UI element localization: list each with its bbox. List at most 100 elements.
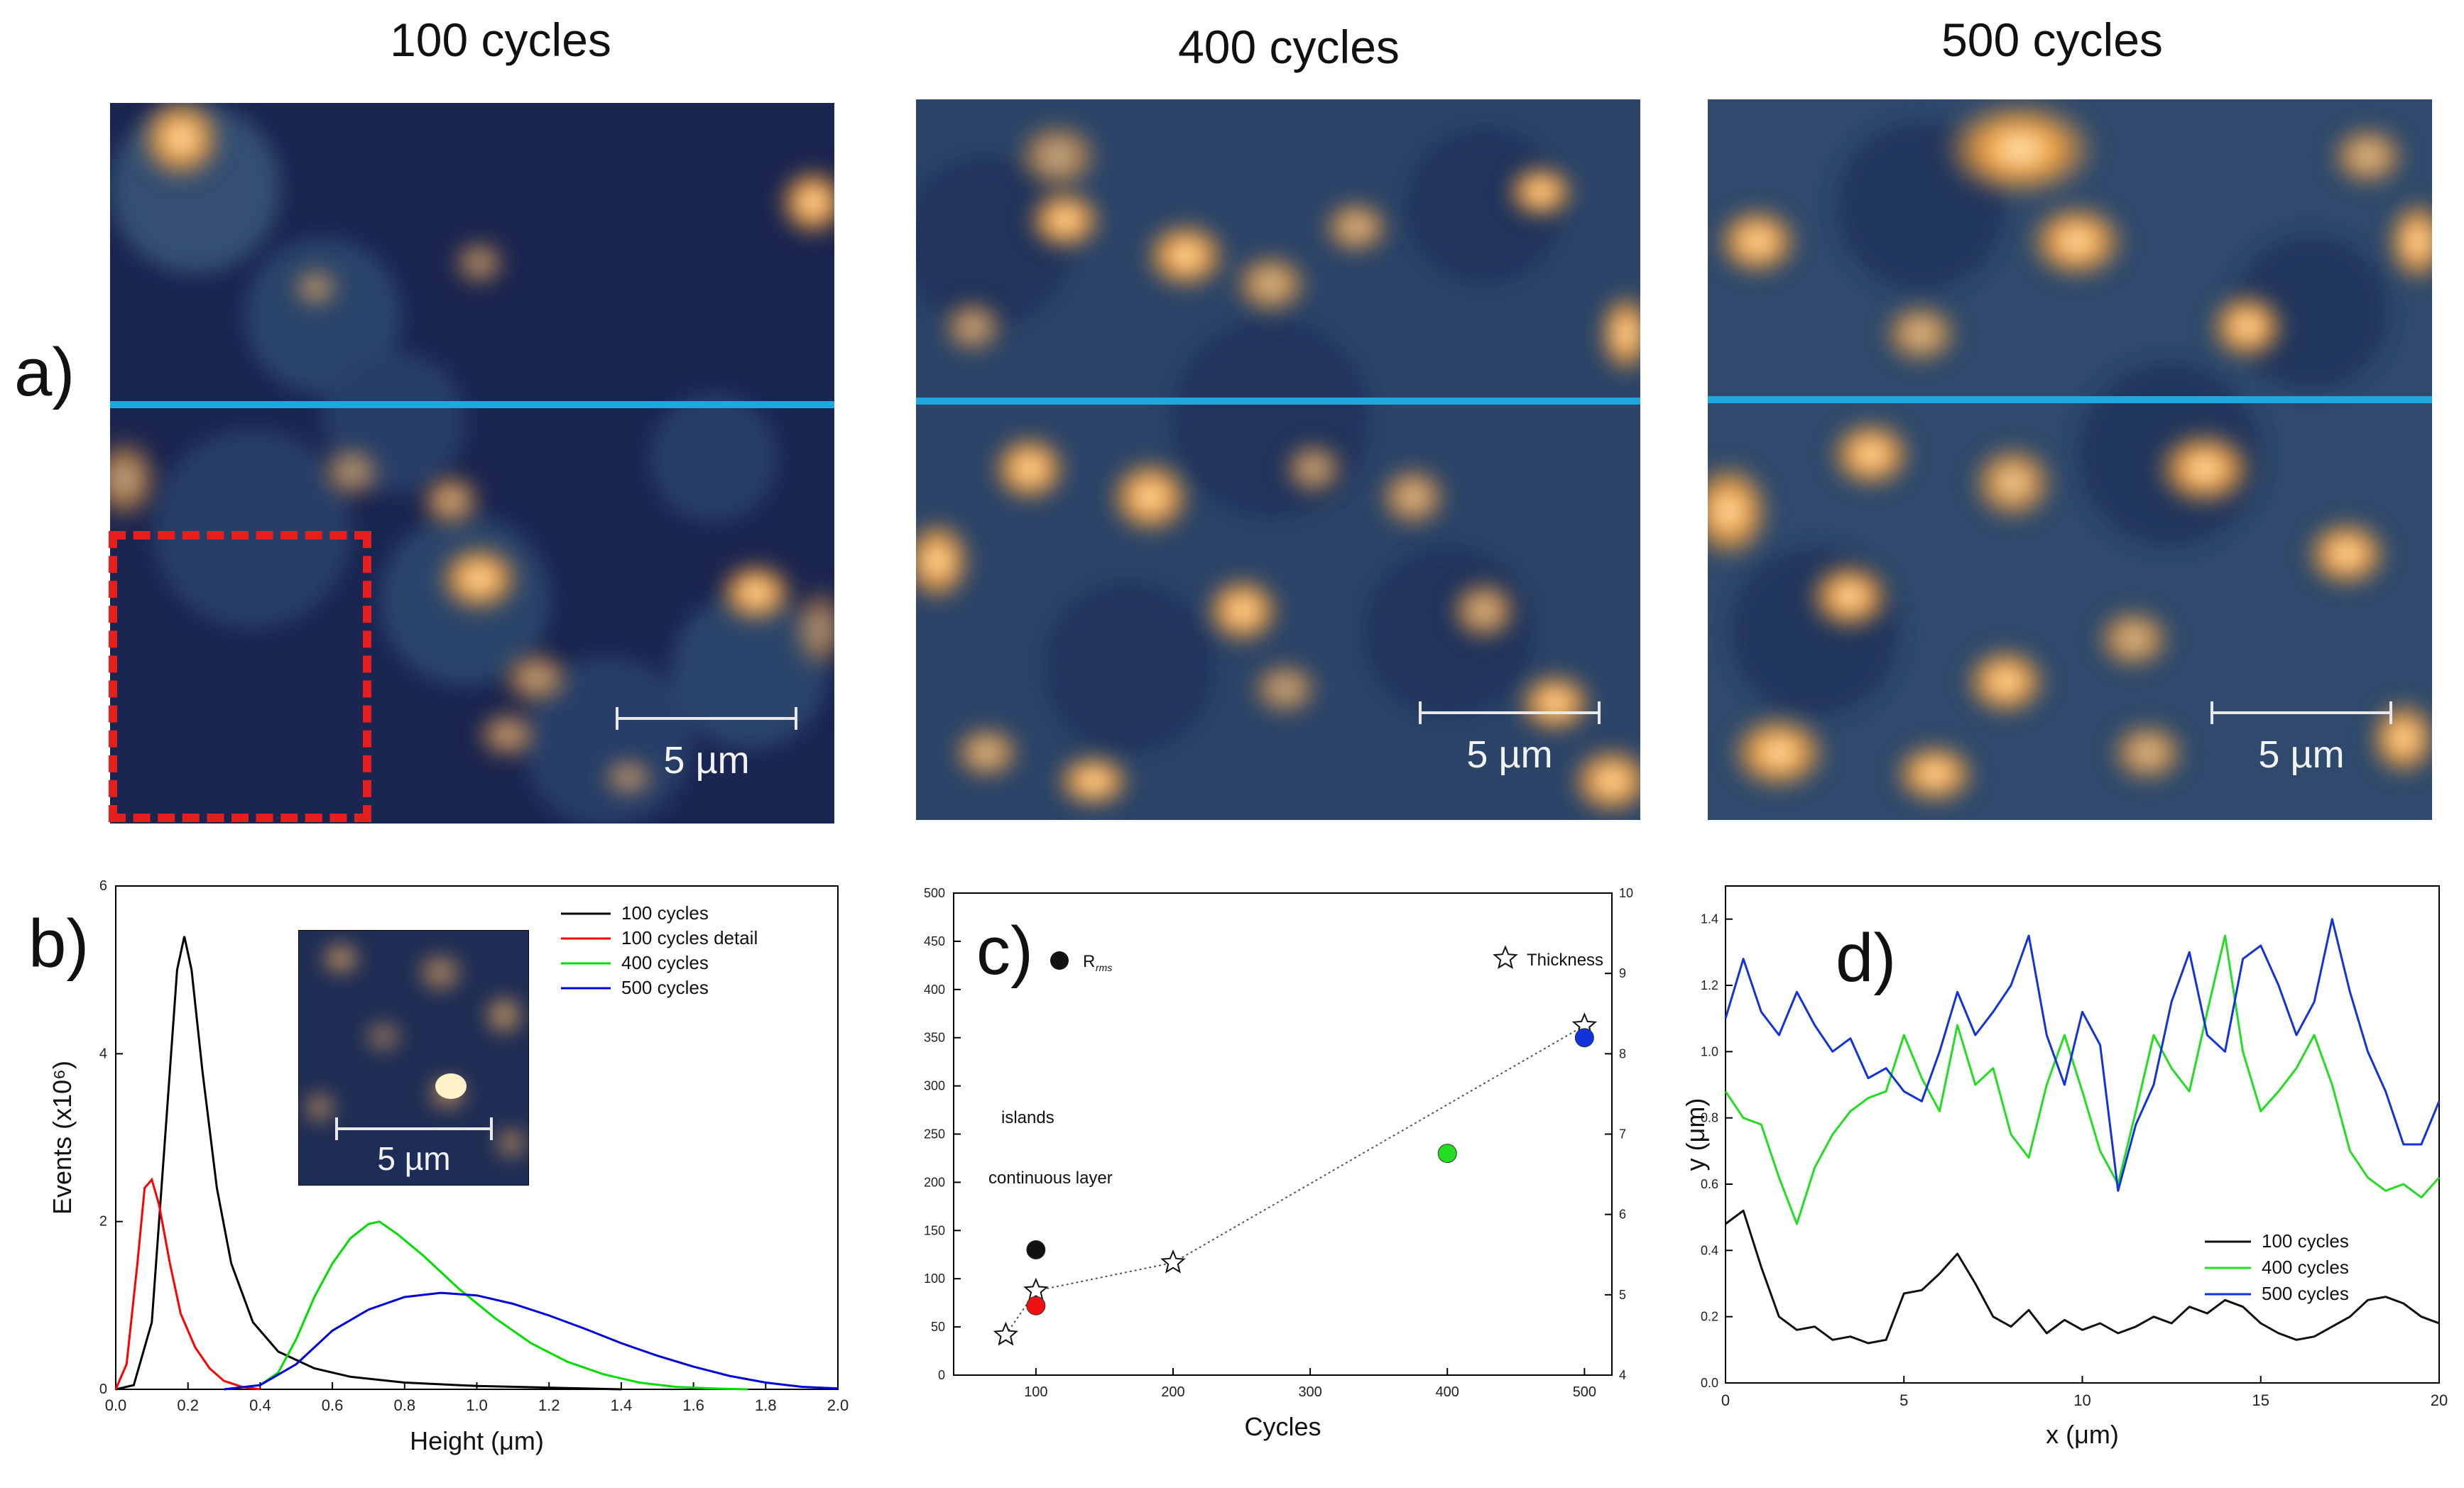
thickness-point-2	[1160, 1249, 1186, 1274]
y-tick-label: 4	[99, 1046, 107, 1061]
chart-d-svg: 0 5 10 15 20 0.0 0.2 0.4 0.6 0.8 1.0 1.2 1.4 x (μm) y …	[1681, 885, 2448, 1449]
scale-bar-100	[616, 707, 797, 730]
x-tick-label: 1.4	[611, 1396, 633, 1414]
thickness-line	[1005, 1024, 1585, 1335]
legend-rms-label: R	[1083, 952, 1095, 971]
inset-scale-label: 5 µm	[377, 1140, 451, 1177]
x-tick-label: 0.2	[177, 1396, 199, 1414]
y-tick-label: 2	[99, 1214, 107, 1230]
x-tick-label: 500	[1573, 1384, 1596, 1400]
afm-image-400-cycles	[916, 99, 1640, 820]
panel-label-d: d)	[1836, 920, 1897, 996]
panel-label-a: a)	[14, 334, 75, 410]
y-tick-label: 0.0	[1701, 1376, 1718, 1390]
afm-400-svg	[916, 99, 1640, 820]
x-tick-label: 0.0	[105, 1396, 127, 1414]
y-left-tick-label: 50	[931, 1320, 945, 1334]
x-tick-label: 2.0	[827, 1396, 849, 1414]
y-right-tick-label: 9	[1619, 966, 1626, 980]
inset-svg	[298, 930, 529, 1186]
panel-label-c: c)	[976, 913, 1033, 989]
series-line-0	[115, 936, 621, 1391]
chart-c-svg: 100 200 300 400 500 0 50 100 150 200 250 300 350 400 4…	[924, 886, 1633, 1441]
y-tick-label: 0.8	[1701, 1111, 1718, 1125]
y-right-tick-label: 7	[1619, 1127, 1626, 1142]
title-400-cycles: 400 cycles	[1178, 21, 1400, 73]
legend-label-1: 400 cycles	[2262, 1257, 2349, 1278]
x-tick-label: 1.2	[538, 1396, 560, 1414]
y-right-tick-label: 5	[1619, 1288, 1626, 1302]
cut-line-500	[1708, 396, 2432, 403]
y-tick-label: 0.6	[1701, 1177, 1718, 1191]
chart-b-svg: 0.0 0.2 0.4 0.6 0.8 1.0 1.2 1.4 1.6 1.8 2.0 0 2 4 6 Hei…	[48, 878, 849, 1455]
chart-c-rms-thickness: 100 200 300 400 500 0 50 100 150 200 250 300 350 400 4…	[881, 866, 1676, 1484]
x-tick-label: 1.6	[682, 1396, 704, 1414]
y-right-tick-label: 8	[1619, 1046, 1626, 1061]
y-left-tick-label: 150	[924, 1223, 945, 1237]
legend-rms-sub: rms	[1096, 962, 1112, 973]
panel-label-b: b)	[28, 906, 89, 982]
y-left-tick-label: 400	[924, 983, 945, 997]
afm-500-svg	[1708, 99, 2432, 820]
afm-100-svg	[110, 103, 834, 824]
legend-label-2: 500 cycles	[2262, 1283, 2349, 1304]
y-left-tick-label: 0	[938, 1368, 945, 1382]
series-line-2	[224, 1220, 748, 1391]
y-tick-label: 1.0	[1701, 1044, 1718, 1058]
chart-d-line-profiles: 0 5 10 15 20 0.0 0.2 0.4 0.6 0.8 1.0 1.2 1.4 x (μm) y …	[1681, 866, 2464, 1484]
x-axis-label: x (μm)	[2046, 1420, 2119, 1449]
x-axis-label: Height (μm)	[410, 1426, 544, 1455]
scale-label-100: 5 µm	[663, 739, 750, 782]
x-tick-label: 5	[1899, 1391, 1908, 1409]
y-tick-label: 1.4	[1701, 912, 1718, 926]
y-left-tick-label: 100	[924, 1271, 945, 1286]
series-line-1	[114, 1177, 261, 1391]
detail-region-box	[109, 531, 371, 822]
rms-point-0	[1026, 1240, 1046, 1259]
scale-bar-500	[2210, 701, 2392, 724]
afm-image-500-cycles	[1708, 99, 2432, 820]
scale-label-400: 5 µm	[1466, 733, 1553, 776]
y-left-tick-label: 450	[924, 934, 945, 948]
y-left-tick-label: 200	[924, 1175, 945, 1189]
x-tick-label: 1.0	[466, 1396, 488, 1414]
y-tick-label: 0.2	[1701, 1310, 1718, 1324]
inset-scale-bar	[335, 1117, 493, 1140]
y-tick-label: 1.2	[1701, 978, 1718, 992]
title-100-cycles: 100 cycles	[390, 13, 611, 66]
rms-point-2	[1437, 1144, 1457, 1164]
chart-b-height-histogram: 0.0 0.2 0.4 0.6 0.8 1.0 1.2 1.4 1.6 1.8 2.0 0 2 4 6 Hei…	[0, 866, 852, 1484]
x-tick-label: 0.4	[249, 1396, 271, 1414]
y-tick-label: 0	[99, 1382, 107, 1397]
x-tick-label: 20	[2431, 1391, 2448, 1409]
y-left-tick-label: 500	[924, 886, 945, 900]
x-tick-label: 15	[2252, 1391, 2269, 1409]
y-left-tick-label: 300	[924, 1079, 945, 1093]
y-right-tick-label: 10	[1619, 886, 1633, 900]
thickness-point-0	[993, 1321, 1019, 1346]
scale-bar-400	[1419, 701, 1601, 724]
legend-thickness-label: Thickness	[1527, 951, 1603, 970]
legend-thickness-marker	[1493, 945, 1518, 970]
title-500-cycles: 500 cycles	[1941, 13, 2163, 66]
series-line-0	[1725, 1209, 2440, 1345]
legend-label-0: 100 cycles	[621, 902, 709, 924]
series-line-1	[1724, 934, 2441, 1225]
y-axis-label: y (μm)	[1681, 1098, 1710, 1171]
chart-b-inset-image: 5 µm	[298, 930, 529, 1186]
cut-line-400	[916, 398, 1640, 405]
thickness-point-1	[1023, 1277, 1049, 1302]
rms-point-1	[1026, 1296, 1046, 1315]
series-line-2	[1724, 918, 2441, 1192]
legend-label-3: 500 cycles	[621, 977, 709, 998]
y-right-tick-label: 6	[1619, 1208, 1626, 1222]
x-tick-label: 10	[2073, 1391, 2090, 1409]
legend-rms-marker	[1050, 951, 1069, 970]
x-tick-label: 1.8	[755, 1396, 777, 1414]
y-right-tick-label: 4	[1619, 1368, 1626, 1382]
x-axis-label: Cycles	[1244, 1412, 1321, 1441]
rms-point-3	[1574, 1028, 1594, 1048]
cut-line-100	[110, 401, 834, 408]
y-axis-label: Events (x10⁶)	[48, 1061, 77, 1215]
x-tick-label: 400	[1436, 1384, 1459, 1400]
